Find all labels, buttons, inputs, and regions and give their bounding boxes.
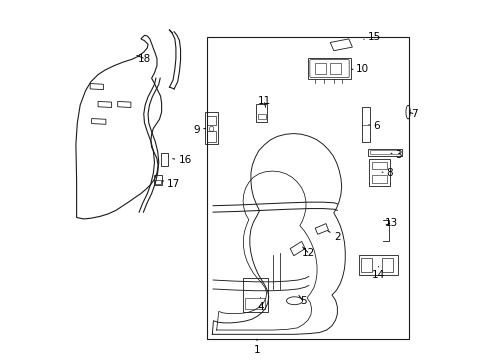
Text: 12: 12 xyxy=(302,247,315,258)
Text: 13: 13 xyxy=(384,218,397,228)
Bar xyxy=(206,37,408,339)
Text: 1: 1 xyxy=(253,339,260,355)
Text: 18: 18 xyxy=(137,54,151,64)
Bar xyxy=(255,104,267,122)
Bar xyxy=(307,58,350,79)
Text: 6: 6 xyxy=(368,121,379,131)
Bar xyxy=(368,158,389,186)
Bar xyxy=(153,175,162,185)
Text: 14: 14 xyxy=(371,266,384,280)
Text: 7: 7 xyxy=(409,109,417,119)
Text: 11: 11 xyxy=(257,96,270,107)
Bar xyxy=(155,180,161,184)
Bar xyxy=(358,255,397,275)
Text: 16: 16 xyxy=(172,156,192,165)
Bar xyxy=(205,112,217,144)
Bar xyxy=(329,63,340,74)
Bar xyxy=(315,63,325,74)
Bar xyxy=(244,298,264,309)
Bar xyxy=(257,113,265,119)
Text: 17: 17 xyxy=(162,179,179,189)
Text: 9: 9 xyxy=(193,125,205,135)
Bar xyxy=(367,149,401,156)
Bar xyxy=(369,150,398,154)
Bar xyxy=(371,175,386,183)
Bar xyxy=(160,153,167,166)
Text: 3: 3 xyxy=(390,150,401,160)
Bar xyxy=(206,131,216,142)
Text: 10: 10 xyxy=(351,64,368,74)
Bar xyxy=(361,107,369,143)
Text: 8: 8 xyxy=(381,168,392,178)
Text: 4: 4 xyxy=(257,297,264,312)
Bar xyxy=(206,116,216,125)
Bar xyxy=(242,278,267,312)
Text: 15: 15 xyxy=(363,32,381,42)
Text: 5: 5 xyxy=(298,296,306,306)
Bar xyxy=(361,258,371,272)
Bar xyxy=(381,258,392,272)
Bar xyxy=(371,162,386,169)
Text: 2: 2 xyxy=(327,231,340,242)
